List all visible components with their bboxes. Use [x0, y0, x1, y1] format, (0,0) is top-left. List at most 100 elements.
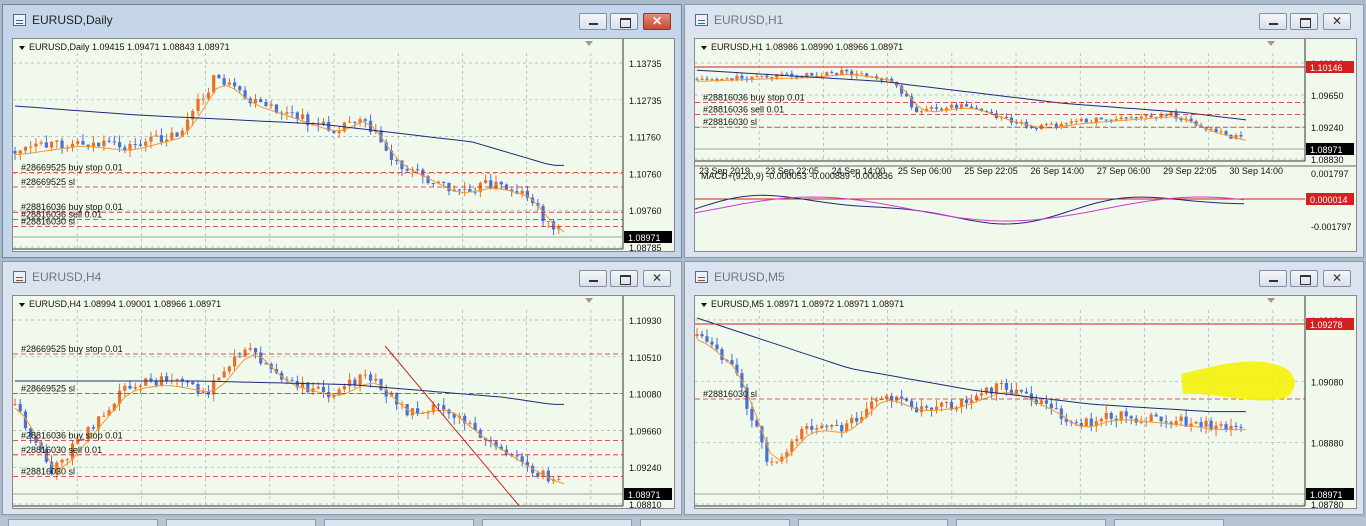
- price-chart[interactable]: 1.13735 1.12735 1.11760 1.10760 1.09760 1.087…: [12, 38, 675, 252]
- candle-body: [810, 426, 814, 430]
- candle-body: [128, 143, 132, 151]
- minimized-window-tab[interactable]: [956, 519, 1106, 526]
- candle-body: [1094, 117, 1098, 124]
- candle-body: [379, 378, 383, 390]
- candle-body: [1109, 413, 1113, 419]
- candle-body: [337, 389, 341, 396]
- chart-header: EURUSD,H4 1.08994 1.09001 1.08966 1.0897…: [29, 299, 221, 309]
- candle-body: [1009, 389, 1014, 395]
- chart-window-h4[interactable]: EURUSD,H4 1.109301.105101.100801.096601.…: [2, 261, 682, 515]
- candle-body: [1139, 421, 1143, 423]
- candle-body: [1029, 393, 1033, 400]
- candle-body: [1129, 416, 1133, 419]
- chart-window-icon: [695, 271, 708, 283]
- candle-body: [212, 75, 216, 93]
- close-button[interactable]: [643, 13, 671, 30]
- macd-signal-line: [695, 196, 1245, 222]
- order-label: #28816036 sell 0.01: [21, 209, 102, 219]
- chart-window-m5[interactable]: EURUSD,M5 1.091801.090801.088801.0878030…: [684, 261, 1364, 515]
- y-tick-label: 1.09240: [1311, 123, 1344, 133]
- candle-body: [499, 446, 503, 450]
- close-button[interactable]: [643, 270, 671, 287]
- candle-body: [60, 140, 64, 149]
- moving-average-slow: [696, 317, 1246, 413]
- chart-window-daily[interactable]: EURUSD,Daily 1.13735 1.12735 1.11760 1.1076…: [2, 4, 682, 258]
- price-chart[interactable]: 1.10930 1.10510 1.10080 1.09660 1.09240 1.088…: [12, 295, 675, 509]
- candle-body: [1129, 117, 1133, 119]
- candle-body: [1064, 418, 1068, 422]
- macd-level-label: 0.000014: [1310, 195, 1348, 205]
- title-bar[interactable]: EURUSD,H1: [685, 5, 1363, 35]
- minimized-window-tab[interactable]: [8, 519, 158, 526]
- maximize-button[interactable]: [1290, 270, 1318, 287]
- candle-body: [81, 438, 85, 440]
- candle-body: [34, 437, 38, 443]
- candle-body: [416, 408, 420, 414]
- chart-window-h1[interactable]: EURUSD,H1 1.100601.096501.092401.0883023…: [684, 4, 1364, 258]
- candle-body: [400, 160, 404, 170]
- trend-line: [384, 345, 520, 507]
- order-label: #28816030 sell 0.01: [21, 445, 102, 455]
- candle-body: [949, 401, 954, 410]
- candle-body: [18, 404, 22, 412]
- candle-body: [760, 426, 764, 443]
- candle-body: [915, 407, 919, 413]
- candle-body: [473, 422, 477, 430]
- candle-body: [133, 387, 137, 389]
- candle-body: [463, 415, 467, 424]
- maximize-button[interactable]: [610, 13, 638, 30]
- y-tick-label: 1.13735: [629, 59, 662, 69]
- candle-body: [924, 406, 929, 408]
- minimized-window-tab[interactable]: [640, 519, 790, 526]
- title-bar[interactable]: EURUSD,H4: [3, 262, 681, 292]
- minimized-window-tab[interactable]: [324, 519, 474, 526]
- y-tick-label: 1.08780: [1311, 500, 1344, 509]
- close-button[interactable]: [1323, 13, 1351, 30]
- minimized-window-tab[interactable]: [798, 519, 948, 526]
- title-bar[interactable]: EURUSD,M5: [685, 262, 1363, 292]
- chart-window-icon: [13, 14, 26, 26]
- maximize-button[interactable]: [610, 270, 638, 287]
- minimized-window-tab[interactable]: [1114, 519, 1224, 526]
- candle-body: [191, 381, 195, 385]
- candle-body: [1084, 118, 1088, 123]
- candle-body: [264, 102, 268, 106]
- candle-body: [760, 75, 764, 77]
- candle-body: [1209, 420, 1213, 430]
- candle-body: [117, 142, 122, 148]
- candle-body: [34, 143, 38, 147]
- current-price-box: [624, 488, 672, 500]
- minimized-window-tab[interactable]: [482, 519, 632, 526]
- minimize-button[interactable]: [1259, 13, 1287, 30]
- candle-body: [954, 104, 959, 109]
- candle-body: [1184, 416, 1188, 427]
- minimize-button[interactable]: [579, 13, 607, 30]
- candle-body: [1004, 383, 1009, 390]
- candle-body: [1019, 389, 1024, 392]
- current-price-box: [1306, 143, 1354, 155]
- maximize-button[interactable]: [1290, 13, 1318, 30]
- candle-body: [243, 349, 247, 357]
- candle-body: [233, 82, 237, 87]
- order-label: #28816030 sl: [21, 466, 75, 476]
- minimize-button[interactable]: [579, 270, 607, 287]
- close-button[interactable]: [1323, 270, 1351, 287]
- candle-body: [1064, 123, 1068, 125]
- candle-body: [835, 73, 839, 76]
- minimize-button[interactable]: [1259, 270, 1287, 287]
- candle-body: [1039, 400, 1043, 404]
- title-bar[interactable]: EURUSD,Daily: [3, 5, 681, 35]
- minimized-window-tab[interactable]: [166, 519, 316, 526]
- candle-body: [1159, 114, 1163, 118]
- candle-body: [1049, 123, 1053, 125]
- candle-body: [1219, 131, 1223, 133]
- candle-body: [1219, 424, 1223, 426]
- candle-body: [810, 73, 814, 76]
- candle-body: [830, 424, 834, 427]
- candle-body: [395, 159, 399, 161]
- candle-body: [850, 417, 854, 424]
- candle-body: [76, 438, 80, 444]
